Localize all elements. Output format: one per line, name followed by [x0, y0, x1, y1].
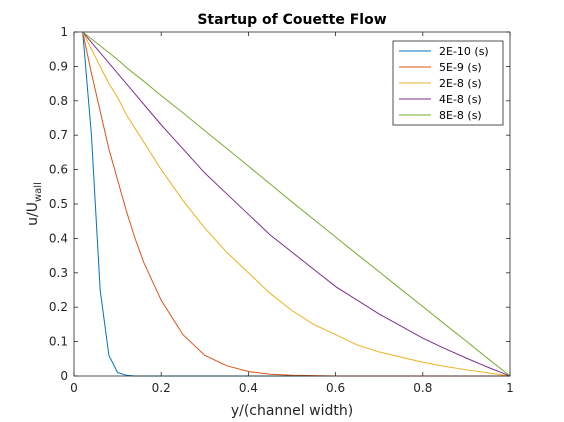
y-tick-label: 0 — [60, 369, 68, 383]
y-tick-label: 0.9 — [49, 59, 68, 73]
legend: 2E-10 (s) 5E-9 (s) 2E-8 (s) 4E-8 (s) 8E-8 (s… — [392, 40, 504, 126]
legend-label-5: 8E-8 (s) — [439, 109, 482, 122]
y-axis-label-subscript: wall — [33, 182, 44, 202]
ticks-layer: 0 0.2 0.4 0.6 0.8 1 0 0.1 0.2 0.3 0.4 0.5 0.6 0.7 0.8 0… — [49, 25, 514, 395]
x-tick-label: 0.6 — [326, 381, 345, 395]
legend-label-4: 4E-8 (s) — [439, 93, 482, 106]
x-axis-label: y/(channel width) — [231, 403, 353, 419]
y-tick-label: 0.2 — [49, 300, 68, 314]
y-axis-label-main: u/U — [25, 202, 41, 226]
x-tick-label: 1 — [506, 381, 514, 395]
y-tick-label: 0.3 — [49, 266, 68, 280]
series-line-3 — [82, 31, 511, 377]
series-line-4 — [82, 31, 511, 377]
x-tick-label: 0.4 — [239, 381, 258, 395]
y-tick-label: 0.5 — [49, 197, 68, 211]
y-tick-label: 0.4 — [49, 231, 68, 245]
y-tick-label: 0.7 — [49, 128, 68, 142]
y-tick-label: 1 — [60, 25, 68, 39]
legend-label-2: 5E-9 (s) — [439, 61, 482, 74]
y-tick-label: 0.6 — [49, 163, 68, 177]
y-axis-label: u/Uwall — [25, 182, 44, 226]
x-tick-label: 0.2 — [152, 381, 171, 395]
y-tick-label: 0.8 — [49, 94, 68, 108]
legend-label-1: 2E-10 (s) — [439, 45, 489, 58]
x-tick-label: 0 — [70, 381, 78, 395]
chart-title: Startup of Couette Flow — [197, 12, 386, 28]
y-tick-label: 0.1 — [49, 335, 68, 349]
legend-label-3: 2E-8 (s) — [439, 77, 482, 90]
series-line-5 — [82, 31, 511, 377]
x-tick-label: 0.8 — [413, 381, 432, 395]
